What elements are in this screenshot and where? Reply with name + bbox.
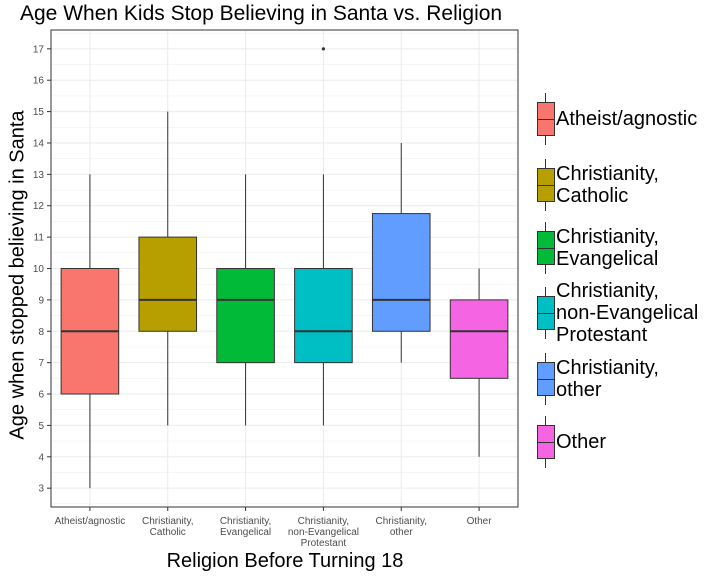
x-tick-label: Christianity, Catholic xyxy=(142,516,194,538)
box-group xyxy=(371,142,431,363)
legend: Atheist/agnostic Christianity, Catholic Ch… xyxy=(536,92,720,472)
box-iqr xyxy=(138,236,198,332)
legend-item: Christianity, non-Evangelical Protestant xyxy=(536,280,720,346)
x-tick-label: Christianity, non-Evangelical Protestant xyxy=(288,516,359,549)
x-tick-label: Christianity, other xyxy=(376,516,428,538)
chart-title: Age When Kids Stop Believing in Santa vs… xyxy=(20,2,503,25)
legend-key xyxy=(537,93,555,145)
y-tick-label: 15 xyxy=(33,107,45,118)
legend-key xyxy=(537,287,555,339)
box-series xyxy=(60,47,509,489)
box-group xyxy=(216,174,275,426)
y-tick-label: 12 xyxy=(33,201,45,212)
y-tick-label: 9 xyxy=(38,295,44,306)
outlier-point xyxy=(321,47,326,51)
box-group xyxy=(138,111,198,426)
legend-label: Christianity, Evangelical xyxy=(556,226,659,270)
y-tick-label: 10 xyxy=(33,264,45,275)
legend-item: Christianity, Evangelical xyxy=(536,222,720,274)
y-tick-label: 6 xyxy=(38,390,44,401)
y-tick-label: 7 xyxy=(38,358,44,369)
legend-key xyxy=(537,159,555,211)
y-tick-label: 8 xyxy=(38,327,44,338)
box-group xyxy=(294,47,353,426)
box-iqr xyxy=(216,268,275,364)
y-tick-label: 3 xyxy=(38,484,44,495)
legend-label: Other xyxy=(556,431,607,453)
y-tick-label: 14 xyxy=(33,138,45,149)
box-iqr xyxy=(449,299,509,379)
legend-label: Christianity, non-Evangelical Protestant xyxy=(556,280,699,346)
y-tick-label: 13 xyxy=(33,170,45,181)
x-axis-ticks: Atheist/agnostic Christianity, Catholic Chr… xyxy=(55,507,493,549)
legend-key xyxy=(537,416,555,468)
legend-key xyxy=(537,353,555,405)
legend-item: Christianity, Catholic xyxy=(536,159,720,211)
legend-item: Christianity, other xyxy=(536,353,720,405)
box-iqr xyxy=(371,213,431,332)
y-tick-label: 4 xyxy=(38,452,44,463)
legend-label: Christianity, other xyxy=(556,357,659,401)
legend-key xyxy=(537,222,555,274)
y-tick-label: 5 xyxy=(38,421,44,432)
box-iqr xyxy=(294,268,353,364)
legend-label: Atheist/agnostic xyxy=(556,108,698,130)
legend-label: Christianity, Catholic xyxy=(556,163,659,207)
legend-item: Other xyxy=(536,416,720,468)
box-group xyxy=(60,174,120,489)
y-tick-label: 17 xyxy=(33,44,45,55)
x-tick-label: Christianity, Evangelical xyxy=(220,516,272,538)
x-tick-label: Other xyxy=(467,516,493,527)
plot-panel xyxy=(50,29,519,508)
x-axis-label: Religion Before Turning 18 xyxy=(166,550,404,572)
box-group xyxy=(449,268,509,457)
y-tick-label: 11 xyxy=(34,233,45,244)
y-axis-label: Age when stopped believing in Santa xyxy=(6,110,29,440)
y-axis-ticks: 3 4 5 6 7 8 9 10 11 12 13 14 15 16 17 xyxy=(33,44,51,495)
x-tick-label: Atheist/agnostic xyxy=(55,516,126,527)
y-tick-label: 16 xyxy=(33,76,45,87)
legend-item: Atheist/agnostic xyxy=(536,93,720,145)
